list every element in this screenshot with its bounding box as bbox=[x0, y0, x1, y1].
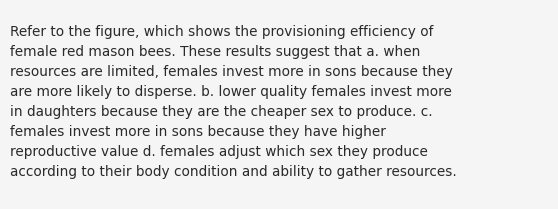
Text: Refer to the figure, which shows the provisioning efficiency of
female red mason: Refer to the figure, which shows the pro… bbox=[10, 25, 457, 180]
